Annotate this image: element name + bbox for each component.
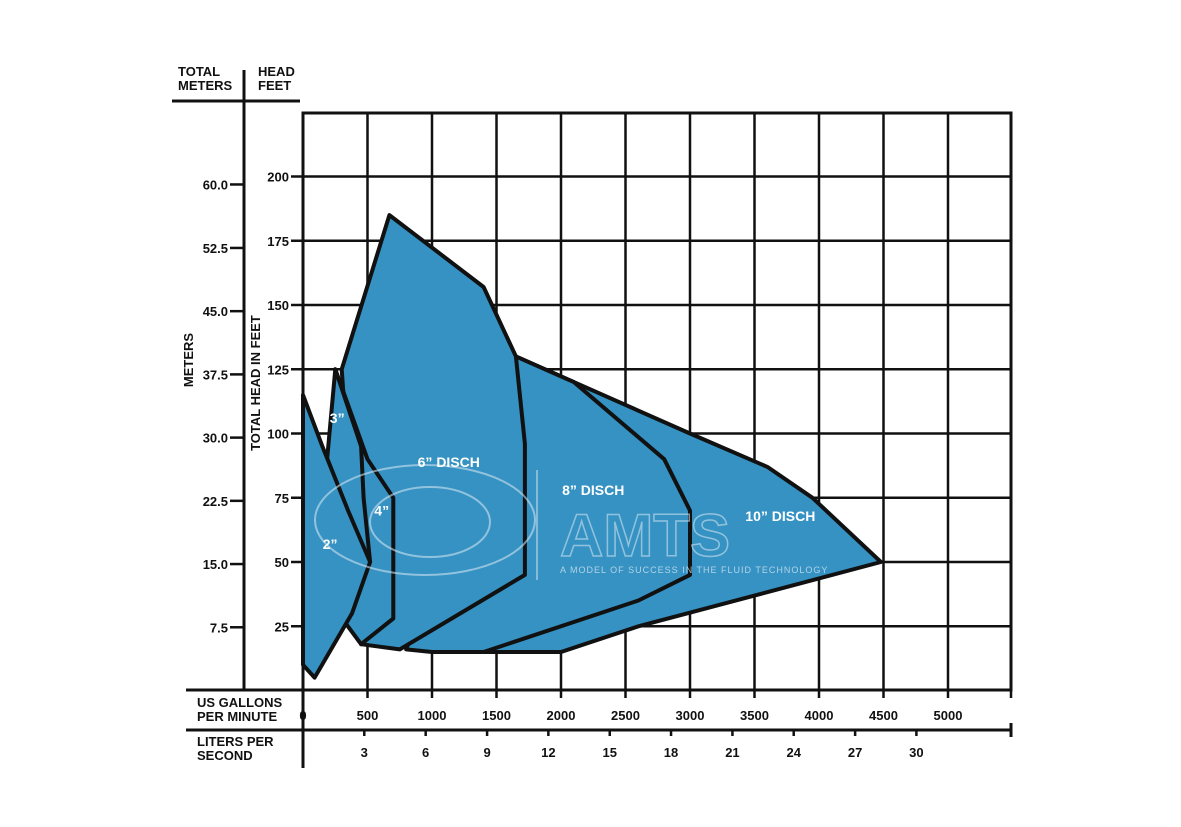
feet-tick-label: 150 — [267, 298, 289, 313]
gpm-tick-label: 1500 — [482, 708, 511, 723]
gpm-tick-label: 5000 — [934, 708, 963, 723]
series-area-6 — [301, 393, 373, 680]
meters-axis-title: METERS — [181, 333, 196, 388]
series-label: 2” — [323, 536, 338, 552]
lps-axis-title: SECOND — [197, 748, 253, 763]
feet-tick-label: 75 — [275, 491, 289, 506]
lps-tick-label: 15 — [603, 745, 617, 760]
meters-tick-label: 52.5 — [203, 241, 228, 256]
watermark-logo-inner — [369, 486, 491, 558]
feet-axis-title: TOTAL HEAD IN FEET — [248, 315, 263, 451]
lps-tick-label: 6 — [422, 745, 429, 760]
lps-tick-label: 24 — [786, 745, 801, 760]
gpm-axis-title: US GALLONS — [197, 695, 283, 710]
meters-tick-label: 22.5 — [203, 494, 228, 509]
feet-tick-label: 100 — [267, 427, 289, 442]
meters-tick-label: 30.0 — [203, 431, 228, 446]
meters-tick-label: 37.5 — [203, 367, 228, 382]
lps-tick-label: 18 — [664, 745, 678, 760]
meters-tick-label: 60.0 — [203, 177, 228, 192]
feet-column-header: FEET — [258, 78, 291, 93]
series-label: 8” DISCH — [562, 482, 624, 498]
series-label: 4” — [374, 503, 389, 519]
chart-axes — [172, 70, 1013, 768]
watermark-logo-text: AMTS — [560, 502, 730, 569]
feet-tick-label: 50 — [275, 555, 289, 570]
lps-tick-label: 27 — [848, 745, 862, 760]
gpm-axis-title: PER MINUTE — [197, 709, 278, 724]
lps-tick-label: 30 — [909, 745, 923, 760]
gpm-tick-label: 500 — [357, 708, 379, 723]
meters-column-header: TOTAL — [178, 64, 220, 79]
meters-tick-label: 45.0 — [203, 304, 228, 319]
gpm-tick-label: 3500 — [740, 708, 769, 723]
gpm-tick-label: 4500 — [869, 708, 898, 723]
feet-tick-label: 25 — [275, 619, 289, 634]
lps-tick-label: 21 — [725, 745, 739, 760]
gpm-tick-label: 2000 — [547, 708, 576, 723]
gpm-tick-label: 3000 — [676, 708, 705, 723]
series-label: 6” DISCH — [418, 454, 480, 470]
series-label: 10” DISCH — [745, 508, 815, 524]
lps-tick-label: 3 — [361, 745, 368, 760]
meters-tick-label: 7.5 — [210, 620, 228, 635]
gpm-tick-label: 1000 — [418, 708, 447, 723]
gpm-tick-label: 2500 — [611, 708, 640, 723]
series-label: 3” — [330, 410, 345, 426]
feet-tick-label: 175 — [267, 234, 289, 249]
meters-tick-label: 15.0 — [203, 557, 228, 572]
chart-series — [301, 213, 883, 680]
lps-tick-label: 12 — [541, 745, 555, 760]
meters-column-header: METERS — [178, 78, 233, 93]
lps-axis-title: LITERS PER — [197, 734, 274, 749]
feet-column-header: HEAD — [258, 64, 295, 79]
chart-labels: 7.5 15.0 22.5 30.0 37.5 45.0 52.5 60.0 25 50 75 100… — [178, 64, 962, 763]
feet-tick-label: 200 — [267, 170, 289, 185]
watermark-tagline: A MODEL OF SUCCESS IN THE FLUID TECHNOLO… — [560, 565, 828, 575]
feet-tick-label: 125 — [267, 362, 289, 377]
lps-tick-label: 9 — [483, 745, 490, 760]
gpm-tick-label: 0 — [299, 708, 306, 723]
gpm-tick-label: 4000 — [805, 708, 834, 723]
watermark-logo-ring — [314, 464, 536, 576]
